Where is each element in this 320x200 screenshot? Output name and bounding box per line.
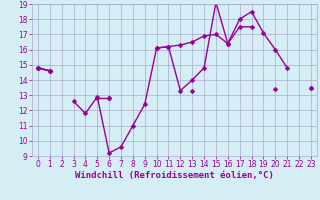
X-axis label: Windchill (Refroidissement éolien,°C): Windchill (Refroidissement éolien,°C) xyxy=(75,171,274,180)
